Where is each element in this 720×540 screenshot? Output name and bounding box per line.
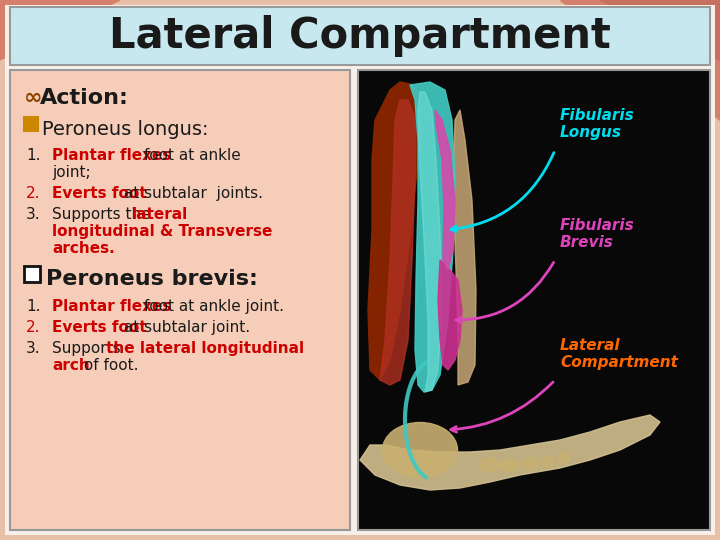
Polygon shape xyxy=(410,82,455,392)
Ellipse shape xyxy=(382,422,457,477)
Polygon shape xyxy=(435,110,455,270)
Text: Supports: Supports xyxy=(52,341,125,356)
Text: the lateral longitudinal: the lateral longitudinal xyxy=(106,341,304,356)
Text: Everts foot: Everts foot xyxy=(52,320,147,335)
Polygon shape xyxy=(368,82,420,380)
Text: Fibularis
Longus: Fibularis Longus xyxy=(560,107,635,140)
Text: at subtalar  joints.: at subtalar joints. xyxy=(119,186,263,201)
FancyBboxPatch shape xyxy=(10,70,350,530)
Text: 1.: 1. xyxy=(26,299,40,314)
Text: arches.: arches. xyxy=(52,241,114,256)
FancyBboxPatch shape xyxy=(358,70,710,530)
Text: Fibularis
Brevis: Fibularis Brevis xyxy=(560,218,635,250)
Text: arch: arch xyxy=(52,358,90,373)
FancyBboxPatch shape xyxy=(5,5,715,535)
Text: of foot.: of foot. xyxy=(79,358,138,373)
Text: joint;: joint; xyxy=(52,165,91,180)
Text: 3.: 3. xyxy=(26,341,40,356)
Text: Peroneus brevis:: Peroneus brevis: xyxy=(46,269,258,289)
Text: 1.: 1. xyxy=(26,148,40,163)
Text: Peroneus longus:: Peroneus longus: xyxy=(42,120,209,139)
FancyBboxPatch shape xyxy=(24,266,40,282)
Text: Supports the: Supports the xyxy=(52,207,156,222)
Text: at subtalar joint.: at subtalar joint. xyxy=(119,320,250,335)
Text: Plantar flexes: Plantar flexes xyxy=(52,148,171,163)
Polygon shape xyxy=(453,110,476,385)
Text: longitudinal & Transverse: longitudinal & Transverse xyxy=(52,224,272,239)
Ellipse shape xyxy=(501,458,519,471)
Polygon shape xyxy=(360,415,660,490)
Ellipse shape xyxy=(541,456,555,468)
Text: lateral: lateral xyxy=(132,207,188,222)
Text: Plantar flexes: Plantar flexes xyxy=(52,299,171,314)
Text: 3.: 3. xyxy=(26,207,40,222)
Ellipse shape xyxy=(522,458,538,470)
Polygon shape xyxy=(0,0,120,60)
Text: Lateral Compartment: Lateral Compartment xyxy=(109,15,611,57)
Polygon shape xyxy=(600,0,720,60)
Polygon shape xyxy=(418,92,442,392)
Text: ∞: ∞ xyxy=(24,88,42,108)
Text: 2.: 2. xyxy=(26,186,40,201)
Text: Action:: Action: xyxy=(40,88,129,108)
Text: Lateral
Compartment: Lateral Compartment xyxy=(560,338,678,370)
Ellipse shape xyxy=(558,453,570,463)
Text: Everts foot: Everts foot xyxy=(52,186,147,201)
FancyBboxPatch shape xyxy=(24,117,38,131)
Polygon shape xyxy=(380,100,416,385)
Polygon shape xyxy=(438,260,462,370)
Polygon shape xyxy=(560,0,720,120)
FancyBboxPatch shape xyxy=(10,7,710,65)
Text: foot at ankle joint.: foot at ankle joint. xyxy=(139,299,284,314)
Ellipse shape xyxy=(480,458,500,472)
Text: foot at ankle: foot at ankle xyxy=(139,148,240,163)
Text: 2.: 2. xyxy=(26,320,40,335)
